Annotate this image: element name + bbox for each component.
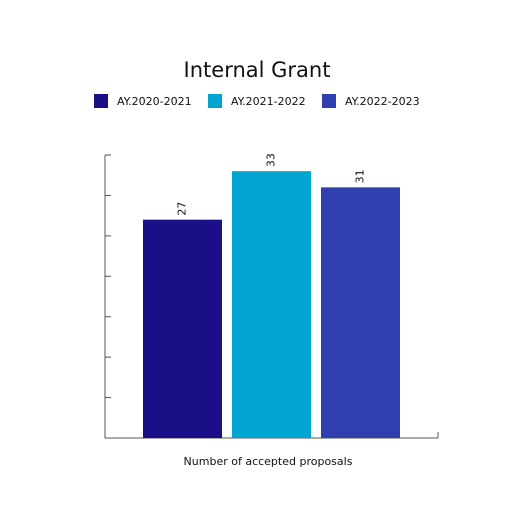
- data-label: 31: [354, 169, 367, 183]
- legend-label: AY.2020-2021: [117, 95, 192, 108]
- data-label: 27: [176, 202, 189, 216]
- chart-title: Internal Grant: [184, 58, 331, 82]
- legend-swatch: [208, 94, 222, 108]
- x-axis-label: Number of accepted proposals: [184, 455, 353, 468]
- bar: [232, 171, 311, 438]
- legend-swatch: [322, 94, 336, 108]
- legend-swatch: [94, 94, 108, 108]
- data-label: 33: [265, 153, 278, 167]
- bar: [321, 187, 400, 438]
- legend-label: AY.2022-2023: [345, 95, 420, 108]
- bar: [143, 219, 222, 438]
- legend-label: AY.2021-2022: [231, 95, 306, 108]
